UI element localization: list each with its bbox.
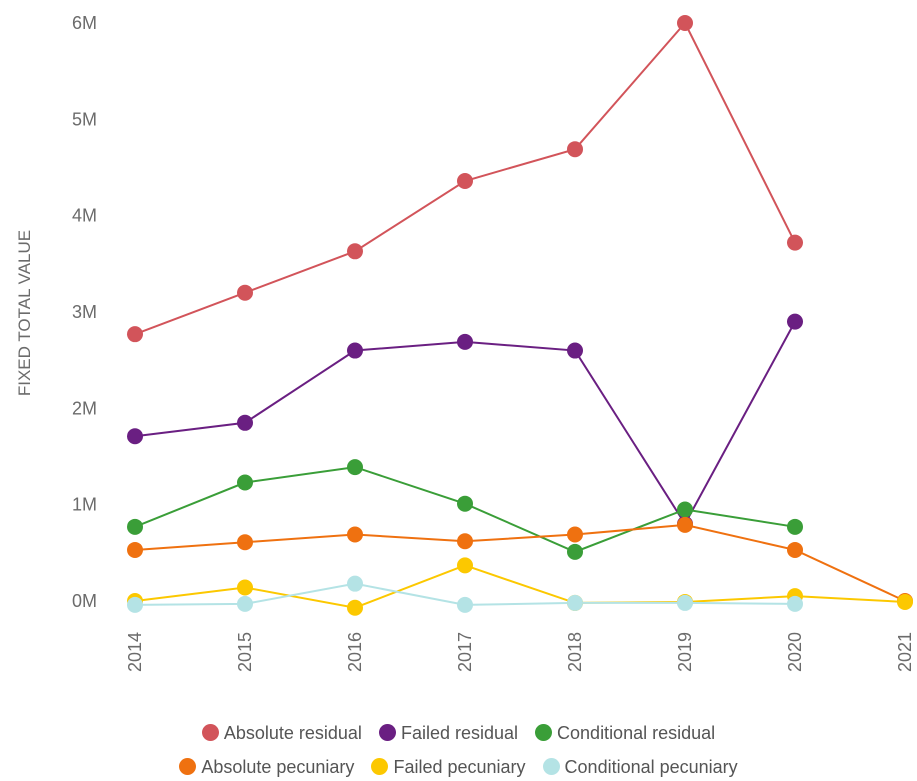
x-tick-label: 2015 [235, 632, 255, 672]
data-point[interactable] [457, 596, 473, 613]
data-point[interactable] [567, 526, 583, 543]
series-lines [134, 21, 906, 609]
legend-item-conditional-residual[interactable]: Conditional residual [535, 723, 715, 744]
data-point[interactable] [457, 533, 473, 550]
data-point[interactable] [127, 326, 143, 343]
data-point[interactable] [567, 543, 583, 560]
x-tick-label: 2017 [455, 632, 475, 672]
data-point[interactable] [347, 342, 363, 359]
data-point[interactable] [567, 141, 583, 158]
data-point[interactable] [127, 518, 143, 535]
data-point[interactable] [787, 595, 803, 612]
series-line [134, 523, 906, 602]
data-point[interactable] [457, 557, 473, 574]
data-point[interactable] [567, 342, 583, 359]
legend-item-conditional-pecuniary[interactable]: Conditional pecuniary [542, 757, 738, 778]
data-point[interactable] [347, 459, 363, 476]
legend-item-absolute-residual[interactable]: Absolute residual [201, 723, 362, 744]
y-tick-label: 6M [72, 13, 97, 33]
y-tick-label: 0M [72, 591, 97, 611]
data-point[interactable] [237, 414, 253, 431]
y-tick-label: 5M [72, 109, 97, 129]
data-point[interactable] [457, 495, 473, 512]
y-tick-label: 3M [72, 302, 97, 322]
y-tick-label: 4M [72, 206, 97, 226]
data-point[interactable] [567, 594, 583, 611]
legend-swatch [535, 724, 553, 741]
series-line [134, 321, 796, 526]
legend-swatch [542, 758, 560, 775]
data-point[interactable] [787, 541, 803, 558]
data-point[interactable] [677, 501, 693, 518]
legend-swatch [378, 724, 396, 741]
legend-item-failed-pecuniary[interactable]: Failed pecuniary [371, 757, 526, 778]
data-point[interactable] [897, 593, 913, 610]
data-point[interactable] [237, 579, 253, 596]
legend-row-1: Absolute residual Failed residual Condit… [0, 723, 917, 744]
data-point[interactable] [787, 234, 803, 251]
y-axis-label: FIXED TOTAL VALUE [15, 230, 34, 396]
data-point[interactable] [457, 172, 473, 189]
x-axis-ticks: 2014 2015 2016 2017 2018 2019 2020 2021 [125, 632, 915, 672]
data-point[interactable] [787, 518, 803, 535]
legend-item-absolute-pecuniary[interactable]: Absolute pecuniary [179, 757, 354, 778]
legend-item-failed-residual[interactable]: Failed residual [378, 723, 518, 744]
data-point[interactable] [237, 595, 253, 612]
data-point[interactable] [347, 599, 363, 616]
data-point[interactable] [347, 526, 363, 543]
data-point[interactable] [457, 333, 473, 350]
data-point[interactable] [787, 313, 803, 330]
legend-swatch [201, 724, 219, 741]
x-tick-label: 2014 [125, 632, 145, 672]
data-point[interactable] [677, 15, 693, 31]
data-point[interactable] [237, 284, 253, 301]
y-axis-ticks: 0M 1M 2M 3M 4M 5M 6M [72, 13, 97, 611]
legend-swatch [179, 758, 197, 775]
data-point[interactable] [127, 428, 143, 445]
data-point[interactable] [347, 243, 363, 260]
data-point[interactable] [677, 594, 693, 611]
series-points [127, 15, 913, 616]
data-point[interactable] [237, 474, 253, 491]
data-point[interactable] [127, 541, 143, 558]
legend-row-2: Absolute pecuniary Failed pecuniary Cond… [0, 757, 917, 778]
legend-swatch [371, 758, 389, 775]
data-point[interactable] [347, 575, 363, 592]
x-tick-label: 2019 [675, 632, 695, 672]
x-tick-label: 2018 [565, 632, 585, 672]
x-tick-label: 2021 [895, 632, 915, 672]
x-tick-label: 2020 [785, 632, 805, 672]
series-line [134, 564, 906, 609]
data-point[interactable] [127, 596, 143, 613]
data-point[interactable] [237, 534, 253, 551]
y-tick-label: 2M [72, 398, 97, 418]
y-tick-label: 1M [72, 495, 97, 515]
data-point[interactable] [677, 516, 693, 533]
x-tick-label: 2016 [345, 632, 365, 672]
